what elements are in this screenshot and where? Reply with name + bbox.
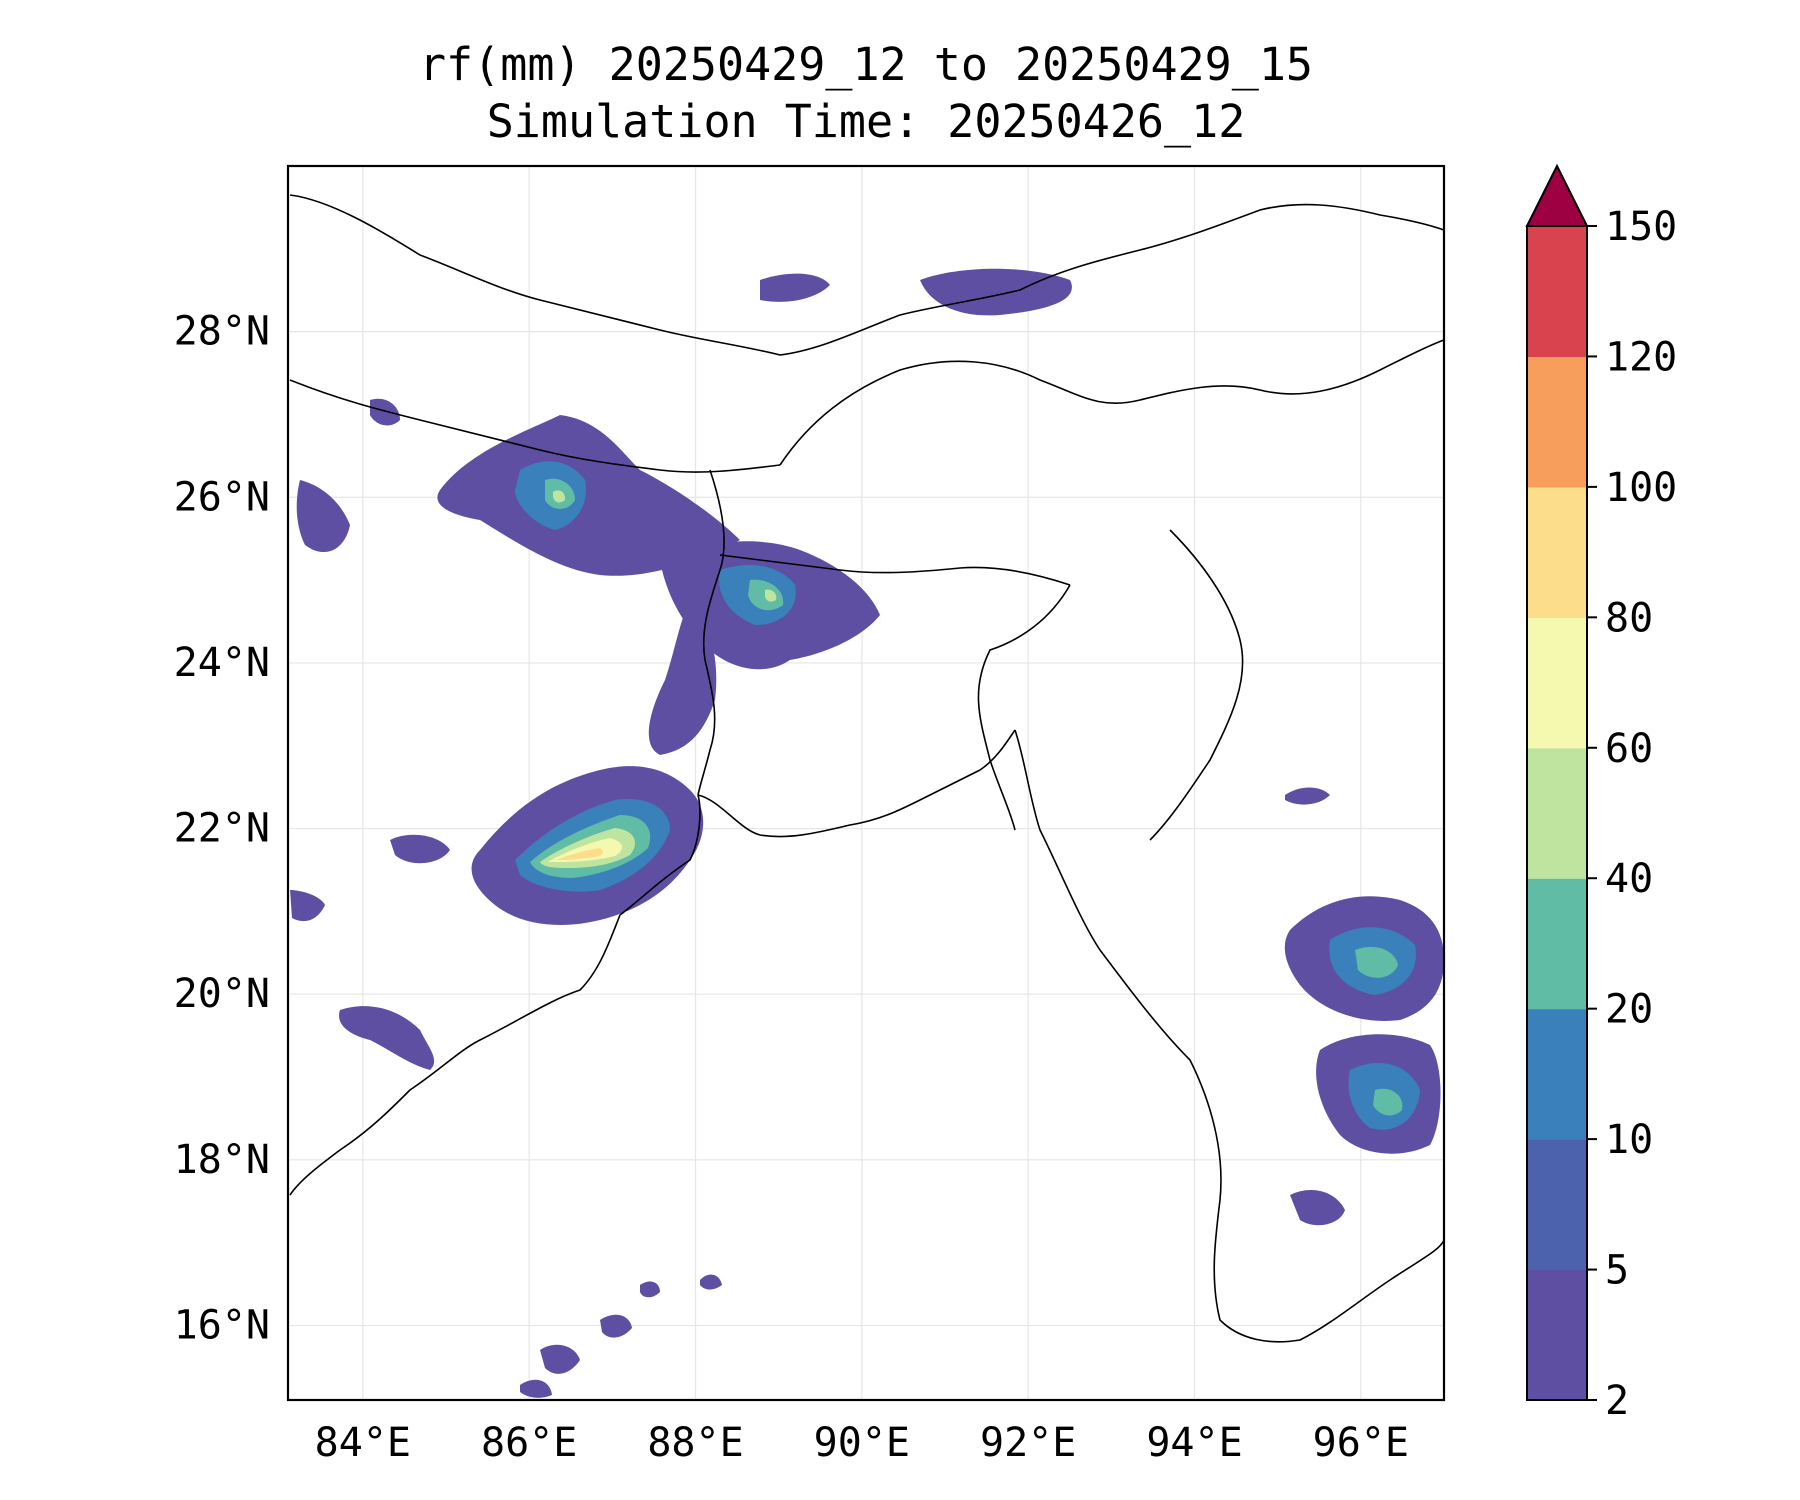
rain-cell-west-bengal [660, 541, 880, 670]
colorbar-tick-label: 120 [1605, 334, 1677, 380]
lon-tick-label: 96°E [1313, 1420, 1409, 1466]
lat-tick-label: 20°N [174, 971, 270, 1017]
lon-tick-label: 88°E [647, 1420, 743, 1466]
rain-cell-odisha [471, 766, 704, 925]
lon-tick-label: 90°E [814, 1420, 910, 1466]
latitude-tick-labels: 28°N 26°N 24°N 22°N 20°N 18°N 16°N [174, 309, 270, 1349]
colorbar-segment [1527, 486, 1587, 618]
lon-tick-label: 84°E [315, 1420, 411, 1466]
rain-cell-myanmar-south [1316, 1034, 1441, 1154]
lon-tick-label: 94°E [1146, 1420, 1242, 1466]
lat-tick-label: 18°N [174, 1137, 270, 1183]
colorbar-extend-arrow [1525, 163, 1589, 227]
lon-tick-label: 86°E [481, 1420, 577, 1466]
colorbar-frame [1526, 225, 1588, 1401]
gridlines [288, 166, 1444, 1400]
colorbar-segment [1527, 1008, 1587, 1140]
colorbar-tick-label: 20 [1605, 987, 1653, 1033]
lat-tick-label: 26°N [174, 474, 270, 520]
rainfall-field [290, 268, 1444, 1398]
colorbar-segment [1527, 1269, 1587, 1401]
rain-scattered-cells [290, 268, 1345, 1398]
colorbar-segment [1527, 747, 1587, 879]
colorbar-segment [1527, 1139, 1587, 1271]
map-frame [286, 164, 1446, 1402]
longitude-tick-labels: 84°E 86°E 88°E 90°E 92°E 94°E 96°E [315, 1420, 1409, 1466]
colorbar-segment [1527, 617, 1587, 749]
colorbar-tick-label: 150 [1605, 204, 1677, 250]
coastlines-and-borders [289, 194, 1444, 1343]
lon-tick-label: 92°E [980, 1420, 1076, 1466]
colorbar-tick-label: 5 [1605, 1248, 1629, 1294]
lat-tick-label: 28°N [174, 309, 270, 355]
lat-tick-label: 24°N [174, 640, 270, 686]
rain-cell-myanmar-north [1284, 896, 1444, 1021]
colorbar-tick-label: 10 [1605, 1117, 1653, 1163]
colorbar-segment [1527, 878, 1587, 1010]
lat-tick-label: 16°N [174, 1302, 270, 1348]
colorbar-segment [1527, 226, 1587, 358]
chart-title: rf(mm) 20250429_12 to 20250429_15 Simula… [288, 36, 1444, 150]
rain-band [648, 600, 717, 755]
colorbar-tick-label: 2 [1605, 1378, 1629, 1424]
colorbar-tick-label: 40 [1605, 856, 1653, 902]
colorbar-segment [1527, 356, 1587, 488]
title-line-1: rf(mm) 20250429_12 to 20250429_15 [418, 38, 1314, 91]
colorbar-tick-label: 60 [1605, 726, 1653, 772]
title-line-2: Simulation Time: 20250426_12 [486, 95, 1246, 148]
colorbar-tick-label: 80 [1605, 595, 1653, 641]
colorbar-tick-label: 100 [1605, 465, 1677, 511]
rain-cell-north-bihar [437, 415, 740, 576]
lat-tick-label: 22°N [174, 806, 270, 852]
colorbar: 2 5 10 20 40 60 80 100 120 150 [1525, 163, 1677, 1424]
